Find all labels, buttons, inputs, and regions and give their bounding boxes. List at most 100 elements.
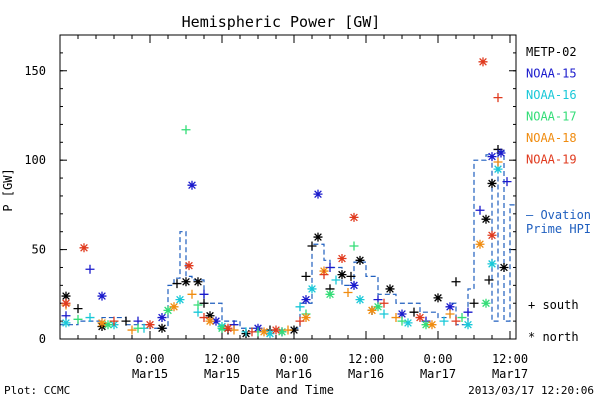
noaa-19-south-point (451, 316, 461, 326)
metp-02-north-point (181, 277, 191, 287)
legend: METP-02 NOAA-15 NOAA-16 NOAA-17 NOAA-18 NOAA-… (526, 45, 591, 344)
noaa-18-south-point (229, 325, 239, 335)
noaa-17-north-point (373, 302, 383, 312)
noaa-19-north-point (478, 57, 488, 67)
noaa-18-north-point (97, 318, 107, 328)
metp-02-north-point (481, 214, 491, 224)
y-tick-label: 0 (39, 332, 46, 346)
noaa-15-south-point (463, 307, 473, 317)
noaa-15-south-point (85, 264, 95, 274)
metp-02-south-point (199, 298, 209, 308)
legend-noaa-19: NOAA-19 (526, 153, 577, 167)
noaa-15-north-point (187, 180, 197, 190)
noaa-16-north-point (175, 295, 185, 305)
noaa-15-north-point (496, 148, 506, 158)
noaa-19-north-point (184, 261, 194, 271)
metp-02-north-point (157, 323, 167, 333)
noaa-18-south-point (127, 325, 137, 335)
y-tick-label: 150 (24, 64, 46, 78)
noaa-17-south-point (133, 323, 143, 333)
noaa-16-south-point (331, 275, 341, 285)
plot-frame (59, 34, 517, 340)
metp-02-south-point (307, 241, 317, 251)
noaa-15-north-point (313, 189, 323, 199)
metp-02-south-point (121, 316, 131, 326)
legend-noaa-16: NOAA-16 (526, 88, 577, 102)
noaa-18-south-point (493, 157, 503, 167)
metp-02-north-point (193, 277, 203, 287)
noaa-18-south-point (391, 313, 401, 323)
noaa-15-north-point (97, 291, 107, 301)
noaa-19-south-point (319, 270, 329, 280)
noaa-16-south-point (295, 302, 305, 312)
noaa-17-north-point (103, 320, 113, 330)
noaa-15-north-point (301, 295, 311, 305)
noaa-15-north-point (445, 302, 455, 312)
noaa-15-north-point (157, 313, 167, 323)
noaa-19-north-point (61, 298, 71, 308)
noaa-18-south-point (187, 289, 197, 299)
metp-02-south-point (469, 298, 479, 308)
metp-02-south-point (172, 279, 182, 289)
noaa-16-south-point (439, 316, 449, 326)
noaa-19-south-point (295, 316, 305, 326)
metp-02-south-point (484, 275, 494, 285)
noaa-17-north-point (217, 323, 227, 333)
noaa-17-south-point (73, 314, 83, 324)
metp-02-south-point (301, 271, 311, 281)
noaa-19-north-point (487, 230, 497, 240)
metp-02-north-point (433, 293, 443, 303)
axis-ticks: 0501001500:00Mar1512:00Mar150:00Mar1612:… (24, 34, 528, 381)
x-tick-date-label: Mar15 (132, 367, 168, 381)
noaa-19-south-point (247, 327, 257, 337)
legend-noaa-18: NOAA-18 (526, 131, 577, 145)
noaa-15-north-point (487, 152, 497, 162)
legend-symbol-north: * north (528, 330, 579, 344)
metp-02-south-point (451, 277, 461, 287)
noaa-19-north-point (223, 323, 233, 333)
noaa-18-north-point (259, 327, 269, 337)
metp-02-south-point (409, 307, 419, 317)
noaa-18-north-point (427, 320, 437, 330)
noaa-15-south-point (199, 289, 209, 299)
noaa-16-south-point (85, 313, 95, 323)
noaa-19-north-point (415, 313, 425, 323)
metp-02-north-point (337, 270, 347, 280)
noaa-15-south-point (502, 177, 512, 187)
noaa-17-south-point (193, 300, 203, 310)
noaa-19-north-point (145, 320, 155, 330)
noaa-19-north-point (349, 212, 359, 222)
x-tick-label: 0:00 (424, 352, 453, 366)
noaa-18-south-point (445, 309, 455, 319)
noaa-19-north-point (337, 254, 347, 264)
noaa-16-north-point (61, 318, 71, 328)
noaa-18-north-point (169, 302, 179, 312)
legend-ovation-prime-hpi: — Ovation (526, 208, 591, 222)
noaa-18-north-point (475, 239, 485, 249)
x-tick-date-label: Mar15 (204, 367, 240, 381)
y-tick-label: 100 (24, 153, 46, 167)
noaa-17-north-point (163, 305, 173, 315)
noaa-17-south-point (181, 125, 191, 135)
plot-credit: Plot: CCMC (4, 384, 70, 397)
metp-02-north-point (487, 178, 497, 188)
legend-noaa-17: NOAA-17 (526, 110, 577, 124)
noaa-15-north-point (349, 280, 359, 290)
noaa-16-north-point (463, 320, 473, 330)
noaa-17-south-point (397, 316, 407, 326)
noaa-18-south-point (283, 325, 293, 335)
x-tick-date-label: Mar16 (276, 367, 312, 381)
noaa-15-north-point (397, 309, 407, 319)
metp-02-north-point (289, 325, 299, 335)
noaa-18-north-point (301, 313, 311, 323)
noaa-18-south-point (343, 288, 353, 298)
noaa-19-south-point (493, 93, 503, 103)
noaa-17-north-point (325, 289, 335, 299)
metp-02-north-point (205, 311, 215, 321)
noaa-19-south-point (109, 316, 119, 326)
legend-symbol-south: + south (528, 298, 579, 312)
x-tick-date-label: Mar17 (492, 367, 528, 381)
x-tick-label: 12:00 (348, 352, 384, 366)
legend-ovation-prime-hpi: Prime HPI (526, 222, 591, 236)
